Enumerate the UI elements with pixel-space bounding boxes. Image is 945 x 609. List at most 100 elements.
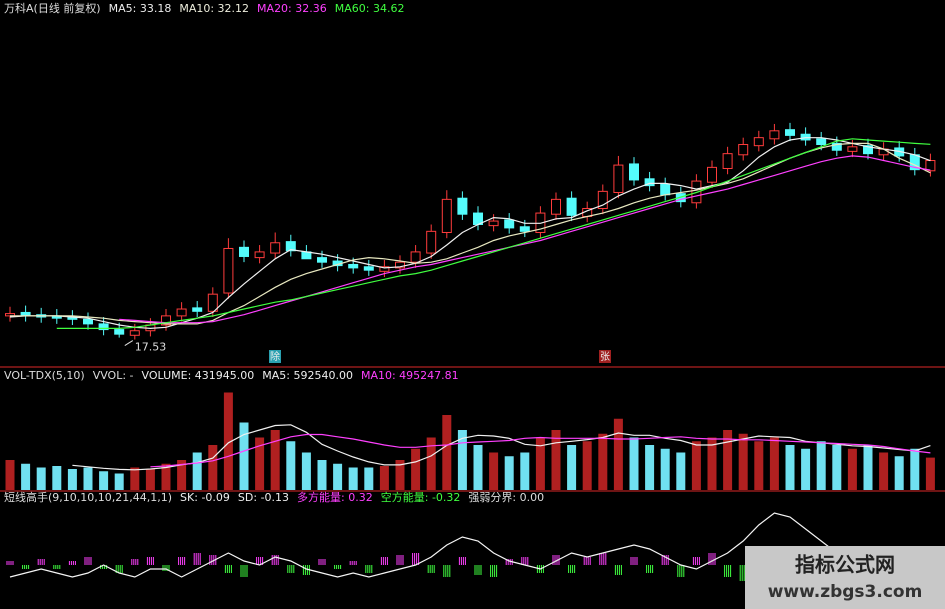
volume-bar xyxy=(379,466,389,490)
watermark-url: www.zbgs3.com xyxy=(768,582,923,602)
candle-body xyxy=(629,163,639,181)
candle-body xyxy=(223,247,234,294)
candle-body xyxy=(98,323,109,331)
volume-bar xyxy=(894,456,904,490)
volume-bar xyxy=(676,452,686,490)
candle-body xyxy=(114,329,125,335)
volume-bar xyxy=(535,437,545,490)
candle-body xyxy=(785,129,795,136)
candle-body xyxy=(348,263,359,269)
volume-bar xyxy=(442,415,452,490)
volume-bar xyxy=(145,469,155,490)
event-marker-box xyxy=(269,350,281,363)
plot-layer: 17.53 除 张 万科A(日线 前复权) MA5: 33.18 MA10: 32.12 M… xyxy=(4,1,936,581)
candle-body xyxy=(379,266,390,272)
volume-bar xyxy=(629,437,639,490)
watermark-title: 指标公式网 xyxy=(795,553,895,577)
volume-bar xyxy=(598,433,608,490)
candle-body xyxy=(317,257,327,263)
header-label: MA10: 495247.81 xyxy=(361,369,459,382)
header-label: SK: -0.09 xyxy=(180,491,230,504)
candle-body xyxy=(722,153,733,170)
candle-body xyxy=(504,219,515,229)
candle-body xyxy=(566,197,577,216)
header-label: VVOL: - xyxy=(93,369,134,382)
volume-bar xyxy=(847,448,857,490)
volume-bar xyxy=(925,457,935,490)
volume-bar xyxy=(255,437,265,490)
volume-bar xyxy=(520,452,530,490)
volume-bar xyxy=(192,452,202,490)
header-label: SD: -0.13 xyxy=(238,491,289,504)
volume-bar xyxy=(832,445,842,490)
candle-body xyxy=(551,198,561,215)
candle-body xyxy=(831,142,842,151)
candle-body xyxy=(207,293,218,312)
volume-bar xyxy=(769,437,779,490)
volume-bar xyxy=(738,433,748,490)
candle-body xyxy=(410,251,421,263)
volume-bar xyxy=(785,445,795,490)
volume-bar xyxy=(395,460,405,490)
header-label: 短线高手(9,10,10,10,21,44,1,1) xyxy=(4,490,172,504)
header-label: VOLUME: 431945.00 xyxy=(142,369,255,382)
volume-bar xyxy=(660,448,670,490)
candle-body xyxy=(254,251,265,259)
volume-bar xyxy=(723,430,733,490)
volume-bar xyxy=(473,445,483,490)
candle-body xyxy=(239,246,249,257)
volume-bar xyxy=(161,463,171,490)
volume-bar xyxy=(286,441,296,490)
candle-body xyxy=(738,144,749,156)
candle-body xyxy=(644,178,655,187)
volume-bar xyxy=(114,473,124,490)
header-label: 空方能量: -0.32 xyxy=(381,490,461,504)
candle-body xyxy=(129,330,140,336)
candle-body xyxy=(441,198,452,233)
candle-body xyxy=(83,318,93,325)
event-marker: 除 xyxy=(270,350,280,363)
volume-bar xyxy=(301,452,311,490)
volume-bar xyxy=(582,441,592,490)
candle-body xyxy=(363,266,374,271)
watermark-box xyxy=(745,546,945,609)
candle-body xyxy=(753,137,764,147)
volume-bar xyxy=(504,456,514,490)
volume-bar xyxy=(21,463,31,490)
event-marker: 张 xyxy=(600,351,610,363)
candle-body xyxy=(395,261,405,269)
candle-body xyxy=(597,190,608,209)
candle-body xyxy=(800,133,811,141)
candle-body xyxy=(426,230,437,254)
volume-bar xyxy=(551,430,561,490)
volume-bar xyxy=(707,437,717,490)
volume-bar xyxy=(208,445,218,490)
event-marker-box xyxy=(599,350,611,363)
candle-body xyxy=(613,164,624,193)
volume-bar xyxy=(177,460,187,490)
candle-body xyxy=(192,307,203,312)
watermark: 指标公式网 www.zbgs3.com xyxy=(745,546,945,609)
candle-body xyxy=(707,166,717,183)
candle-body xyxy=(161,315,171,326)
indicator-line xyxy=(9,137,931,330)
volume-bar xyxy=(83,467,93,490)
header-label: 万科A(日线 前复权) xyxy=(4,1,101,15)
low-label: 17.53 xyxy=(135,341,167,354)
volume-bar xyxy=(816,441,826,490)
volume-bar xyxy=(52,466,62,490)
candle-body xyxy=(660,184,671,196)
volume-bar xyxy=(863,445,873,490)
volume-bar xyxy=(426,437,436,490)
candle-body xyxy=(519,226,530,232)
volume-bar xyxy=(489,452,499,490)
volume-bar xyxy=(36,467,46,490)
indicator-line xyxy=(56,138,931,329)
volume-bar xyxy=(691,441,701,490)
indicator-line xyxy=(72,424,931,471)
volume-bar xyxy=(348,467,358,490)
volume-bar xyxy=(270,430,280,490)
volume-bar xyxy=(879,452,889,490)
volume-bar xyxy=(457,430,467,490)
